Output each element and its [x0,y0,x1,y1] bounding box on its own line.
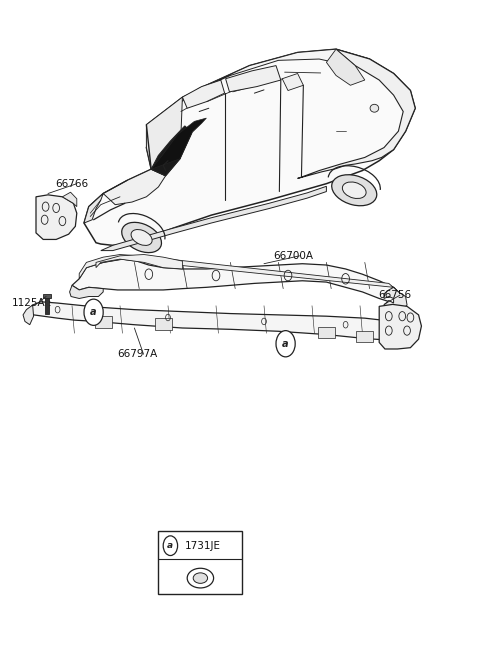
Ellipse shape [342,182,366,199]
Polygon shape [298,49,415,178]
Polygon shape [318,327,335,338]
Polygon shape [226,66,281,92]
Polygon shape [155,318,172,330]
Circle shape [276,331,295,357]
Polygon shape [29,302,406,340]
Polygon shape [384,287,407,312]
Text: 66797A: 66797A [118,349,158,359]
Polygon shape [96,255,182,269]
Ellipse shape [187,568,214,588]
Text: 1125AE: 1125AE [12,298,52,308]
Text: a: a [168,541,173,550]
Text: a: a [282,338,289,349]
Polygon shape [79,255,398,292]
Polygon shape [70,285,103,298]
Polygon shape [379,304,421,349]
Polygon shape [43,294,51,298]
Polygon shape [45,298,49,314]
Ellipse shape [122,222,161,253]
Ellipse shape [131,230,152,245]
Polygon shape [36,195,77,239]
Polygon shape [146,49,370,125]
Polygon shape [101,186,326,251]
Polygon shape [72,259,398,303]
Text: 66756: 66756 [378,290,411,300]
Polygon shape [356,331,373,342]
Ellipse shape [332,174,377,206]
Polygon shape [151,118,206,169]
Circle shape [163,536,178,556]
Polygon shape [282,73,303,91]
Text: 1731JE: 1731JE [185,541,221,550]
Polygon shape [151,126,192,176]
Ellipse shape [370,104,379,112]
Circle shape [84,299,103,325]
Text: 66766: 66766 [55,178,88,189]
Text: 66700A: 66700A [274,251,313,261]
Polygon shape [84,194,103,223]
Polygon shape [23,305,34,325]
Text: a: a [90,307,97,318]
Polygon shape [103,169,166,205]
Bar [158,531,242,594]
Polygon shape [326,49,365,85]
Polygon shape [182,80,225,108]
Polygon shape [84,49,415,245]
Polygon shape [146,97,182,176]
Ellipse shape [193,573,207,583]
Polygon shape [95,316,112,328]
Polygon shape [62,192,77,207]
